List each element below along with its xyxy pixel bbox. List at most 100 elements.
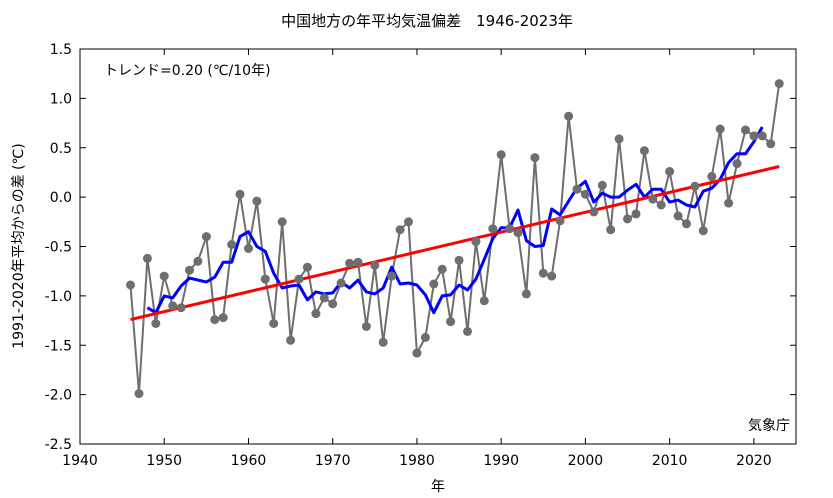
- annual-data-point: [741, 125, 750, 135]
- y-tick-label: -2.5: [45, 437, 72, 453]
- annual-data-point: [370, 260, 380, 270]
- annual-data-point: [471, 237, 481, 247]
- annual-data-point: [328, 299, 338, 309]
- y-tick-label: -1.5: [45, 338, 72, 354]
- annual-data-point: [732, 159, 742, 169]
- annual-data-point: [395, 225, 405, 235]
- annual-data-point: [715, 124, 725, 134]
- annual-data-point: [336, 278, 346, 288]
- annual-data-point: [185, 265, 194, 275]
- annual-data-point: [277, 217, 287, 227]
- annual-data-point: [589, 207, 599, 217]
- annual-data-point: [665, 167, 675, 176]
- annual-data-point: [201, 232, 211, 242]
- trend-annotation: トレンド=0.20 (℃/10年): [104, 63, 271, 79]
- y-tick-label: 1.0: [50, 91, 72, 107]
- source-label: 気象庁: [748, 418, 790, 434]
- annual-data-point: [168, 301, 178, 311]
- annual-data-point: [151, 319, 161, 328]
- moving-average-line: [146, 126, 764, 315]
- annual-data-point: [724, 198, 734, 208]
- annual-data-point: [766, 139, 776, 149]
- annual-data-point: [463, 326, 472, 336]
- x-tick-label: 2010: [652, 453, 688, 469]
- y-axis-label: 1991-2020年平均からの差 (℃): [11, 143, 27, 348]
- annual-data-point: [420, 332, 430, 342]
- annual-data-point: [218, 313, 228, 323]
- annual-data-point: [488, 224, 498, 234]
- annual-data-point: [378, 337, 388, 347]
- series-layer: [126, 79, 784, 399]
- annual-data-point: [252, 196, 262, 206]
- annual-data-point: [606, 225, 616, 235]
- x-tick-label: 1960: [231, 453, 267, 469]
- annual-data-point: [176, 303, 186, 313]
- y-axis: 1.5 1.0 0.5 0.0 -0.5 -1.0 -1.5 -2.0 -2.5: [45, 42, 796, 453]
- annual-data-point: [126, 280, 135, 290]
- annual-data-point: [757, 131, 767, 141]
- annual-data-point: [479, 296, 489, 306]
- annual-data-point: [387, 271, 397, 281]
- annual-data-point: [142, 253, 152, 263]
- annual-data-point: [530, 153, 540, 163]
- annual-data-point: [244, 244, 253, 253]
- y-tick-label: 0.0: [50, 190, 72, 206]
- annual-data-point: [707, 171, 717, 181]
- annual-data-point: [361, 322, 371, 331]
- annual-data-point: [404, 217, 413, 227]
- annual-data-point: [429, 279, 439, 289]
- x-tick-label: 1980: [399, 453, 435, 469]
- annual-series-line: [129, 83, 781, 394]
- annual-data-point: [496, 150, 506, 160]
- annual-data-point: [774, 79, 784, 89]
- annual-data-point: [564, 111, 574, 121]
- x-tick-label: 1950: [146, 453, 182, 469]
- annual-data-point: [505, 224, 515, 234]
- annual-data-point: [639, 146, 649, 156]
- annual-data-point: [345, 258, 355, 268]
- annual-data-point: [311, 309, 321, 319]
- x-tick-label: 1970: [315, 453, 351, 469]
- annual-data-point: [623, 214, 632, 224]
- x-axis: 1940 1950 1960 1970 1980 1990 2000 2010 2020: [62, 49, 772, 469]
- annual-data-point: [513, 228, 523, 238]
- y-tick-label: -1.0: [45, 289, 72, 305]
- annual-data-point: [227, 240, 237, 249]
- annual-data-point: [547, 271, 557, 281]
- annual-data-point: [134, 389, 144, 399]
- annual-data-point: [580, 189, 590, 199]
- y-tick-label: 1.5: [50, 42, 72, 58]
- y-tick-label: -2.0: [45, 388, 72, 404]
- x-tick-label: 2020: [736, 453, 772, 469]
- y-tick-label: -0.5: [45, 240, 72, 256]
- annual-data-point: [673, 211, 683, 221]
- annual-data-point: [454, 255, 464, 265]
- annual-data-point: [749, 131, 759, 141]
- annual-data-point: [648, 194, 658, 204]
- annual-data-point: [302, 262, 312, 272]
- annual-data-point: [597, 180, 607, 190]
- annual-data-point: [446, 317, 456, 327]
- x-tick-label: 1940: [62, 453, 98, 469]
- annual-data-point: [690, 181, 700, 191]
- annual-data-point: [286, 335, 296, 345]
- annual-data-point: [210, 315, 220, 325]
- annual-data-point: [538, 268, 548, 278]
- annual-data-point: [319, 293, 329, 303]
- x-tick-label: 2000: [568, 453, 604, 469]
- y-tick-label: 0.5: [50, 141, 72, 157]
- annual-data-point: [572, 184, 582, 194]
- annual-data-point: [235, 189, 245, 199]
- annual-data-point: [193, 256, 203, 266]
- annual-data-point: [521, 289, 531, 299]
- annual-data-point: [353, 257, 363, 267]
- annual-data-point: [656, 200, 666, 210]
- annual-data-point: [682, 219, 691, 229]
- annual-data-point: [555, 216, 565, 226]
- annual-data-point: [437, 264, 447, 274]
- annual-data-point: [269, 319, 279, 328]
- annual-data-point: [614, 134, 624, 144]
- x-axis-label: 年: [431, 479, 445, 495]
- trend-line: [130, 165, 780, 322]
